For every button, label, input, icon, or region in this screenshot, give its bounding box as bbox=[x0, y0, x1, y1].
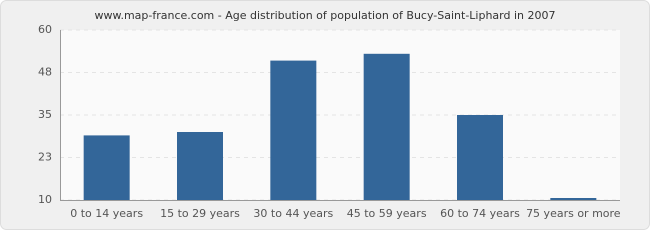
x-tick-label: 75 years or more bbox=[526, 207, 621, 220]
y-tick-label: 35 bbox=[38, 108, 52, 121]
chart-title: www.map-france.com - Age distribution of… bbox=[94, 9, 555, 22]
bar bbox=[83, 135, 130, 200]
x-tick-label: 0 to 14 years bbox=[70, 207, 143, 220]
x-tick-label: 60 to 74 years bbox=[440, 207, 520, 220]
x-tick-label: 15 to 29 years bbox=[160, 207, 240, 220]
y-tick-label: 10 bbox=[38, 193, 52, 206]
bar bbox=[177, 132, 223, 200]
chart: www.map-france.com - Age distribution of… bbox=[0, 0, 650, 230]
y-tick-label: 48 bbox=[38, 66, 52, 79]
y-tick-label: 23 bbox=[38, 151, 52, 164]
bar bbox=[270, 60, 317, 200]
x-tick-label: 30 to 44 years bbox=[253, 207, 333, 220]
x-tick-label: 45 to 59 years bbox=[347, 207, 427, 220]
bar bbox=[550, 198, 597, 200]
page: www.map-france.com - Age distribution of… bbox=[0, 0, 650, 230]
bar bbox=[363, 53, 410, 200]
y-tick-label: 60 bbox=[38, 23, 52, 36]
bar bbox=[457, 115, 503, 200]
